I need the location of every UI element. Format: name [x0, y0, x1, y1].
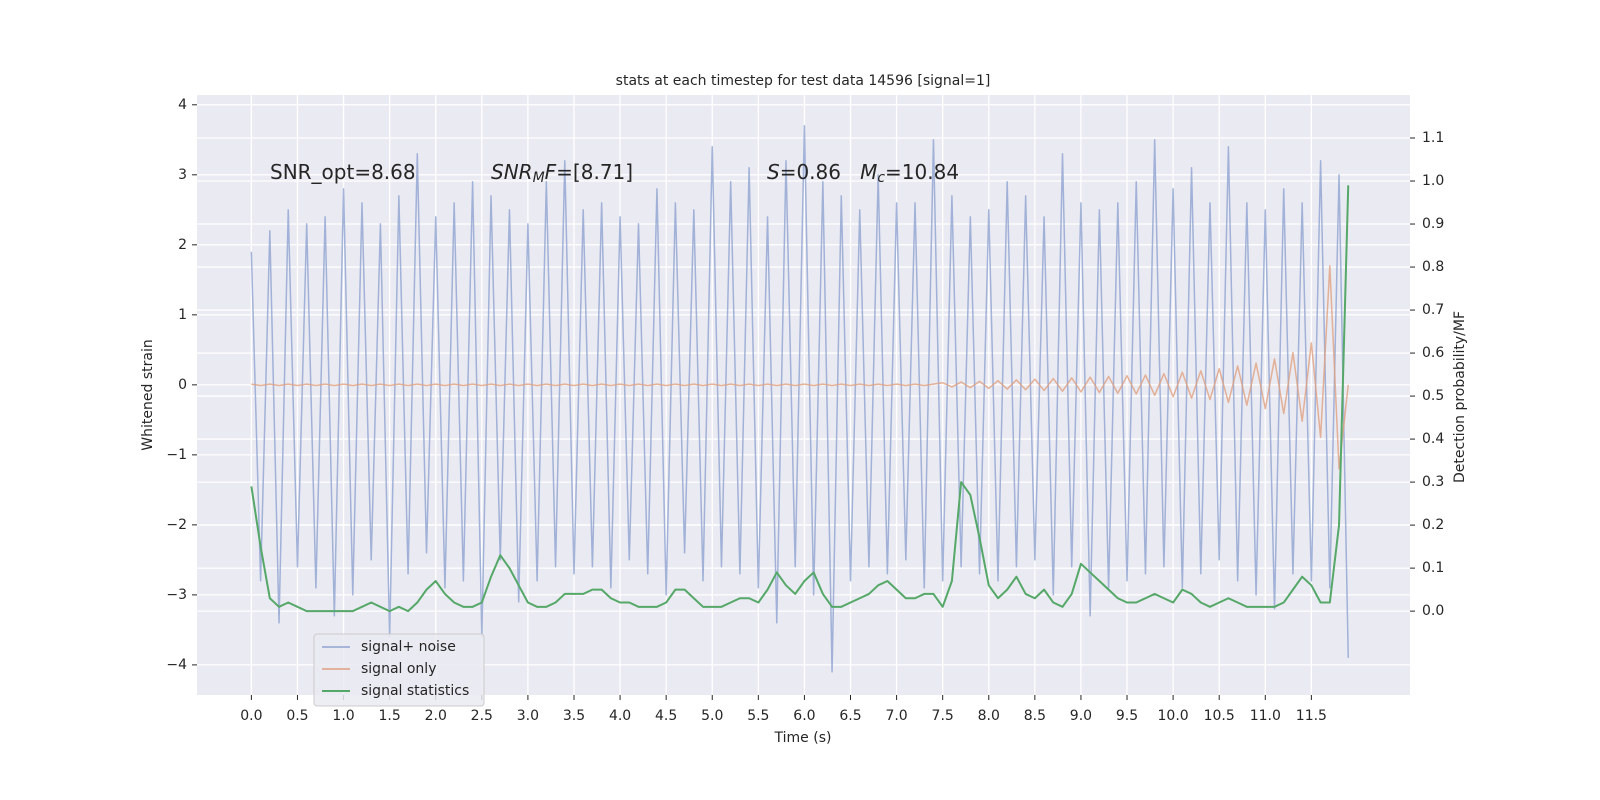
y2-tick-label: 0.6 [1422, 345, 1444, 361]
y-tick-label: −1 [166, 447, 187, 463]
annotation-part: =[8.71] [556, 160, 633, 184]
x-tick-label: 11.0 [1250, 708, 1281, 724]
series-line [250, 185, 1350, 613]
x-tick-label: 4.5 [655, 708, 677, 724]
annotation-part: F [545, 160, 557, 184]
y2-tick-label: 0.4 [1422, 431, 1444, 447]
x-tick-label: 6.5 [839, 708, 861, 724]
x-tick-label: 11.5 [1296, 708, 1327, 724]
annotation: SNR_opt=8.68 [270, 160, 416, 184]
y-tick-label: 0 [178, 377, 187, 393]
annotation-part: S [767, 160, 780, 184]
annotation-part: c [877, 170, 885, 186]
x-tick-label: 3.5 [563, 708, 585, 724]
x-tick-label: 6.0 [793, 708, 815, 724]
legend-label: signal statistics [361, 683, 469, 699]
y-tick-label: 2 [178, 237, 187, 253]
x-tick-label: 5.5 [747, 708, 769, 724]
annotation: S=0.86 Mc=10.84 [767, 160, 959, 187]
y2-axis-label: Detection probability/MF [1452, 311, 1468, 483]
annotation: SNRMF=[8.71] [491, 160, 633, 187]
x-tick-label: 8.0 [978, 708, 1000, 724]
annotation-part: M [860, 160, 877, 184]
y2-tick-label: 0.1 [1422, 560, 1444, 576]
x-tick-label: 9.0 [1070, 708, 1092, 724]
y2-tick-label: 1.0 [1422, 173, 1444, 189]
x-tick-label: 2.0 [425, 708, 447, 724]
y2-tick-label: 1.1 [1422, 130, 1444, 146]
y-tick-label: 3 [178, 167, 187, 183]
x-tick-label: 2.5 [471, 708, 493, 724]
y-axis-label: Whitened strain [140, 339, 156, 450]
y-tick-label: 4 [178, 97, 187, 113]
y2-tick-label: 0.0 [1422, 603, 1444, 619]
y-tick-label: −2 [166, 517, 187, 533]
annotation-part: M [533, 170, 545, 186]
x-tick-label: 0.5 [286, 708, 308, 724]
x-tick-label: 1.5 [379, 708, 401, 724]
y-tick-label: 1 [178, 307, 187, 323]
annotation-part: SNR [491, 160, 533, 184]
x-tick-label: 3.0 [517, 708, 539, 724]
chart-title: stats at each timestep for test data 145… [616, 73, 991, 89]
x-tick-label: 7.5 [932, 708, 954, 724]
legend-label: signal+ noise [361, 639, 456, 655]
y2-tick-label: 0.9 [1422, 216, 1444, 232]
legend-box [313, 633, 485, 707]
x-axis-label: Time (s) [774, 730, 832, 746]
x-tick-label: 0.0 [240, 708, 262, 724]
y2-tick-label: 0.8 [1422, 259, 1444, 275]
x-tick-label: 4.0 [609, 708, 631, 724]
y-tick-label: −3 [166, 587, 187, 603]
y2-tick-label: 0.3 [1422, 474, 1444, 490]
series-line [250, 125, 1349, 673]
annotation-part: SNR_opt=8.68 [270, 160, 416, 184]
x-tick-label: 9.5 [1116, 708, 1138, 724]
y2-tick-label: 0.7 [1422, 302, 1444, 318]
annotation-part: =0.86 [780, 160, 860, 184]
y2-tick-label: 0.2 [1422, 517, 1444, 533]
x-tick-label: 5.0 [701, 708, 723, 724]
x-tick-label: 8.5 [1024, 708, 1046, 724]
x-tick-label: 10.0 [1158, 708, 1189, 724]
legend-label: signal only [361, 661, 436, 677]
y-tick-label: −4 [166, 657, 187, 673]
annotation-part: =10.84 [885, 160, 959, 184]
x-tick-label: 10.5 [1204, 708, 1235, 724]
x-tick-label: 7.0 [885, 708, 907, 724]
x-tick-label: 1.0 [332, 708, 354, 724]
series-line [251, 265, 1349, 470]
legend: signal+ noise signal only signal statistic… [313, 633, 485, 707]
y2-tick-label: 0.5 [1422, 388, 1444, 404]
